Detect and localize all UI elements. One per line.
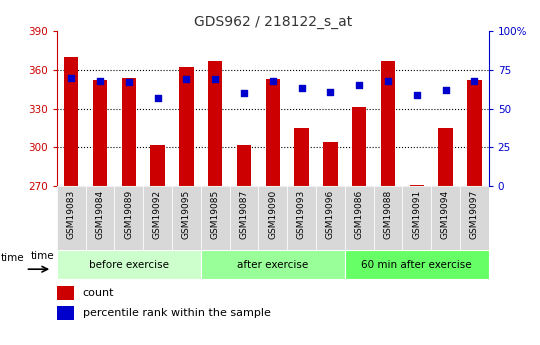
Point xyxy=(124,80,133,85)
Bar xyxy=(402,186,431,250)
Bar xyxy=(64,57,78,186)
Bar xyxy=(467,80,482,186)
Bar xyxy=(208,61,222,186)
Bar xyxy=(431,186,460,250)
Point xyxy=(240,90,248,96)
Bar xyxy=(230,186,258,250)
Bar xyxy=(316,186,345,250)
Bar xyxy=(345,186,374,250)
Bar xyxy=(345,250,489,279)
Text: GSM19095: GSM19095 xyxy=(182,189,191,239)
Bar xyxy=(57,250,201,279)
Point xyxy=(153,95,162,101)
Bar xyxy=(352,107,366,186)
Text: GSM19086: GSM19086 xyxy=(355,189,363,239)
Bar xyxy=(323,142,338,186)
Text: GSM19097: GSM19097 xyxy=(470,189,479,239)
Point xyxy=(297,86,306,91)
Bar xyxy=(201,186,230,250)
Text: GSM19096: GSM19096 xyxy=(326,189,335,239)
Bar xyxy=(172,186,201,250)
Text: 60 min after exercise: 60 min after exercise xyxy=(361,260,472,270)
Title: GDS962 / 218122_s_at: GDS962 / 218122_s_at xyxy=(193,14,352,29)
Text: GSM19091: GSM19091 xyxy=(412,189,421,239)
Bar xyxy=(114,186,143,250)
Text: GSM19084: GSM19084 xyxy=(96,189,104,239)
Point xyxy=(268,78,277,83)
Bar xyxy=(460,186,489,250)
Bar xyxy=(150,145,165,186)
Text: percentile rank within the sample: percentile rank within the sample xyxy=(83,308,271,318)
Point xyxy=(182,77,191,82)
Text: GSM19093: GSM19093 xyxy=(297,189,306,239)
Bar xyxy=(122,78,136,186)
Bar xyxy=(93,80,107,186)
Bar xyxy=(57,286,74,299)
Bar xyxy=(381,61,395,186)
Bar xyxy=(374,186,402,250)
Point xyxy=(67,75,76,80)
Text: before exercise: before exercise xyxy=(89,260,168,270)
Bar xyxy=(237,145,251,186)
Text: GSM19094: GSM19094 xyxy=(441,189,450,239)
Point xyxy=(383,78,392,83)
Text: GSM19088: GSM19088 xyxy=(383,189,393,239)
Bar xyxy=(294,128,309,186)
Bar xyxy=(57,306,74,320)
Bar xyxy=(266,79,280,186)
Bar xyxy=(85,186,114,250)
Text: time: time xyxy=(1,253,25,263)
Text: GSM19087: GSM19087 xyxy=(239,189,248,239)
Text: after exercise: after exercise xyxy=(237,260,308,270)
Point xyxy=(470,78,478,83)
Bar xyxy=(179,67,193,186)
Text: time: time xyxy=(30,251,54,261)
Point xyxy=(326,89,335,94)
Text: GSM19083: GSM19083 xyxy=(66,189,76,239)
Point xyxy=(211,77,219,82)
Text: GSM19085: GSM19085 xyxy=(211,189,220,239)
Bar xyxy=(438,128,453,186)
Bar xyxy=(143,186,172,250)
Point xyxy=(96,78,104,83)
Point xyxy=(441,87,450,93)
Text: GSM19089: GSM19089 xyxy=(124,189,133,239)
Bar xyxy=(287,186,316,250)
Bar xyxy=(57,186,85,250)
Bar xyxy=(201,250,345,279)
Point xyxy=(355,82,363,88)
Point xyxy=(413,92,421,97)
Text: count: count xyxy=(83,288,114,298)
Bar xyxy=(409,185,424,186)
Text: GSM19090: GSM19090 xyxy=(268,189,277,239)
Text: GSM19092: GSM19092 xyxy=(153,189,162,239)
Bar xyxy=(258,186,287,250)
